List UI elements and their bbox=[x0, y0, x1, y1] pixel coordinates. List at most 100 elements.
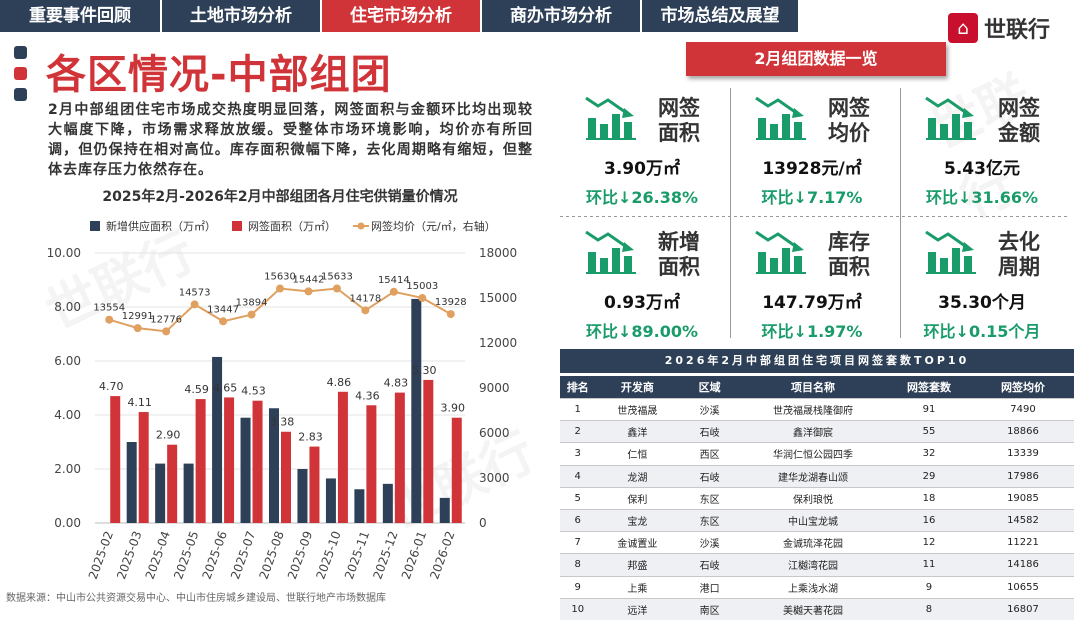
nav-tab-land[interactable]: 土地市场分析 bbox=[162, 0, 322, 32]
supply-bar bbox=[382, 483, 393, 523]
table-header: 开发商 bbox=[595, 376, 680, 399]
x-tick-label: 2026-01 bbox=[399, 529, 429, 581]
table-cell: 11 bbox=[886, 553, 972, 576]
table-cell: 邦盛 bbox=[595, 553, 680, 576]
price-point bbox=[361, 306, 370, 315]
right-tick-label: 6000 bbox=[479, 426, 510, 440]
price-point bbox=[162, 327, 171, 336]
table-cell: 宝龙 bbox=[595, 508, 680, 532]
table-cell: 5 bbox=[560, 486, 596, 510]
kpi-value: 5.43亿元 bbox=[944, 159, 1020, 179]
left-tick-label: 10.00 bbox=[47, 246, 81, 260]
sales-bar bbox=[110, 396, 121, 523]
kpi-label: 网签 金额 bbox=[998, 96, 1040, 145]
table-cell: 6 bbox=[560, 508, 596, 532]
table-cell: 55 bbox=[886, 420, 972, 443]
sales-bar-label: 4.70 bbox=[99, 380, 124, 393]
sales-bar bbox=[394, 392, 405, 523]
table-cell: 1 bbox=[560, 397, 596, 421]
supply-bar bbox=[354, 489, 365, 523]
supply-bar bbox=[212, 356, 223, 523]
nav-tab-residential[interactable]: 住宅市场分析 bbox=[322, 0, 482, 32]
table-title: 2026年2月中部组团住宅项目网签套数TOP10 bbox=[560, 349, 1074, 373]
table-cell: 3 bbox=[560, 442, 596, 466]
kpi-change: 环比↓26.38% bbox=[585, 188, 699, 207]
price-label: 15633 bbox=[321, 272, 353, 283]
kpi-value: 35.30个月 bbox=[938, 293, 1026, 313]
table-row: 7 金诚置业 沙溪 金诚琉泽花园 12 11221 bbox=[560, 531, 1074, 554]
table-cell: 东区 bbox=[679, 508, 740, 532]
price-point bbox=[190, 300, 199, 309]
supply-bar bbox=[411, 298, 422, 523]
page-title: 各区情况-中部组团 bbox=[46, 52, 392, 98]
price-label: 15630 bbox=[264, 272, 296, 283]
table-cell: 美樾天著花园 bbox=[739, 597, 887, 620]
price-point bbox=[304, 287, 313, 296]
left-tick-label: 0.00 bbox=[54, 516, 81, 530]
kpi-change: 环比↓89.00% bbox=[585, 322, 699, 341]
kpi-card: 网签 面积 3.90万㎡ 环比↓26.38% bbox=[560, 84, 724, 208]
price-label: 12991 bbox=[122, 311, 154, 322]
table-cell: 保利 bbox=[595, 486, 680, 510]
kpi-change: 环比↓0.15个月 bbox=[923, 322, 1041, 341]
table-cell: 19085 bbox=[971, 486, 1074, 510]
legend-label: 新增供应面积（万㎡） bbox=[106, 219, 216, 233]
kpi-card: 网签 金额 5.43亿元 环比↓31.66% bbox=[900, 84, 1064, 208]
kpi-card: 库存 面积 147.79万㎡ 环比↓1.97% bbox=[730, 218, 894, 342]
nav-tab-events[interactable]: 重要事件回顾 bbox=[0, 0, 162, 32]
nav-tab-office[interactable]: 商办市场分析 bbox=[482, 0, 642, 32]
price-point bbox=[247, 310, 256, 319]
page-description: 2月中部组团住宅市场成交热度明显回落，网签面积与金额环比均出现较大幅度下降，市场… bbox=[48, 102, 533, 178]
table-cell: 4 bbox=[560, 464, 596, 488]
table-cell: 江樾湾花园 bbox=[739, 553, 887, 576]
sales-bar-label: 5.30 bbox=[412, 364, 437, 377]
sales-bar-label: 4.59 bbox=[184, 383, 209, 396]
trend-down-icon bbox=[755, 96, 806, 140]
supply-bar bbox=[269, 408, 279, 523]
supply-bar bbox=[183, 463, 194, 523]
x-tick-label: 2025-09 bbox=[285, 529, 315, 581]
x-tick-label: 2025-06 bbox=[200, 529, 230, 581]
table-cell: 2 bbox=[560, 420, 596, 443]
table-cell: 9 bbox=[560, 575, 596, 599]
price-point bbox=[219, 317, 228, 326]
supply-sales-chart: 新增供应面积（万㎡） 网签面积（万㎡） 网签均价（元/㎡，右轴） 10.00 8.00 6… bbox=[47, 219, 518, 581]
left-tick-label: 4.00 bbox=[54, 408, 81, 422]
trend-down-icon bbox=[585, 230, 636, 274]
sales-bar-label: 3.90 bbox=[441, 402, 466, 415]
table-cell: 金诚琉泽花园 bbox=[739, 531, 887, 554]
sales-bar bbox=[281, 431, 291, 523]
table-cell: 金诚置业 bbox=[595, 531, 680, 554]
table-cell: 14582 bbox=[971, 508, 1074, 532]
price-label: 14178 bbox=[349, 293, 381, 304]
x-tick-label: 2025-08 bbox=[257, 529, 287, 581]
table-row: 1 世茂福晟 沙溪 世茂福晟栈隆御府 91 7490 bbox=[560, 397, 1074, 421]
table-cell: 8 bbox=[886, 597, 972, 620]
sales-bar-label: 4.83 bbox=[384, 377, 409, 390]
table-cell: 鑫洋 bbox=[595, 420, 680, 443]
sales-bar bbox=[195, 399, 206, 523]
price-label: 13447 bbox=[207, 304, 239, 315]
sales-bar-label: 4.36 bbox=[355, 389, 380, 402]
price-label: 12776 bbox=[150, 314, 182, 325]
price-point bbox=[446, 310, 455, 319]
table-cell: 港口 bbox=[679, 575, 740, 599]
table-cell: 中山宝龙城 bbox=[739, 508, 887, 532]
table-cell: 南区 bbox=[679, 597, 740, 620]
supply-bar bbox=[155, 463, 166, 523]
price-label: 15003 bbox=[406, 281, 438, 292]
nav-tab-summary[interactable]: 市场总结及展望 bbox=[642, 0, 800, 32]
right-tick-label: 0 bbox=[479, 516, 487, 530]
table-cell: 上乘 bbox=[595, 575, 680, 599]
kpi-label: 新增 面积 bbox=[658, 230, 700, 279]
legend-swatch bbox=[232, 221, 242, 231]
title-decoration bbox=[14, 46, 27, 109]
trend-down-icon bbox=[585, 96, 636, 140]
kpi-value: 3.90万㎡ bbox=[604, 159, 680, 179]
x-tick-label: 2025-02 bbox=[86, 529, 116, 581]
sales-bar bbox=[252, 400, 263, 523]
sales-bar bbox=[423, 379, 434, 523]
table-header: 网签套数 bbox=[886, 376, 972, 399]
table-cell: 17986 bbox=[971, 464, 1074, 488]
table-cell: 上乘浅水湖 bbox=[739, 575, 887, 599]
